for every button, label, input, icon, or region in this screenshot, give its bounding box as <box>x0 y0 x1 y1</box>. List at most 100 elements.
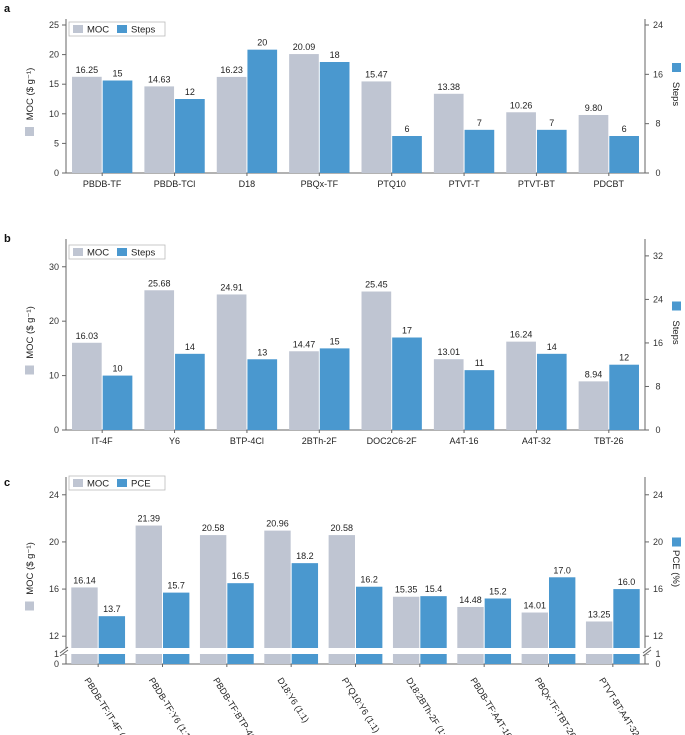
bar-steps <box>319 348 350 430</box>
data-label-steps: 15 <box>330 336 340 346</box>
category-label: TBT-26 <box>594 436 624 446</box>
bar-moc <box>264 530 291 664</box>
data-label-steps: 6 <box>622 124 627 134</box>
right-axis-swatch <box>672 537 681 547</box>
data-label-moc: 16.03 <box>76 331 99 341</box>
bar-steps <box>175 99 205 173</box>
legend: MOC PCE <box>68 475 166 491</box>
bar-steps <box>464 129 495 173</box>
axis-break-mark <box>642 649 652 657</box>
bar-moc <box>72 342 102 430</box>
right-tick-label: 1 <box>655 649 660 659</box>
data-label-moc: 8.94 <box>585 369 603 379</box>
bar-steps <box>247 359 278 430</box>
bar-steps <box>175 353 205 430</box>
bar-moc <box>216 294 247 430</box>
legend-label: PCE <box>131 479 151 490</box>
bar-moc <box>578 381 609 430</box>
bar-steps <box>247 49 278 173</box>
category-label: D18:2BTh-2F (1:1) <box>404 676 452 735</box>
category-label: PTVT-BT <box>518 179 556 189</box>
category-label: A4T-16 <box>450 436 479 446</box>
panel-letter: c <box>4 477 10 489</box>
data-label-steps: 7 <box>477 118 482 128</box>
category-label: IT-4F <box>92 436 114 446</box>
data-label-steps: 13 <box>257 347 267 357</box>
bar-moc <box>521 612 548 664</box>
left-tick-label: 20 <box>49 316 59 326</box>
bar-moc <box>144 290 175 430</box>
data-label-pce: 16.0 <box>618 577 636 587</box>
bar-steps <box>319 62 350 173</box>
legend-label: Steps <box>131 248 156 259</box>
chart-panel-a: a 0 5 10 15 20 25 0 8 16 24 MOC ($ g⁻¹) Steps 16.25 15… <box>4 3 681 189</box>
category-label: 2BTh-2F <box>302 436 338 446</box>
category-label: PBDB-TCl <box>154 179 196 189</box>
left-tick-label: 1 <box>54 649 59 659</box>
bar-pce <box>98 616 126 664</box>
data-label-pce: 15.7 <box>167 581 185 591</box>
data-label-steps: 15 <box>113 69 123 79</box>
bar-steps <box>464 370 495 430</box>
left-tick-label: 24 <box>49 490 59 500</box>
data-label-steps: 18 <box>330 50 340 60</box>
legend-swatch-moc <box>73 479 83 487</box>
data-label-steps: 12 <box>619 353 629 363</box>
legend-swatch-moc <box>73 248 83 256</box>
left-axis-label: MOC ($ g⁻¹) <box>25 542 36 595</box>
left-tick-label: 12 <box>49 631 59 641</box>
bar-moc <box>506 341 536 430</box>
data-label-moc: 9.80 <box>585 103 603 113</box>
category-label: D18 <box>239 179 256 189</box>
data-label-moc: 15.35 <box>395 585 418 595</box>
category-label: PTVT-T <box>449 179 481 189</box>
bar-moc <box>506 112 536 173</box>
right-tick-label: 0 <box>655 425 660 435</box>
left-axis-swatch <box>25 127 34 136</box>
bar-moc <box>433 359 464 430</box>
data-label-pce: 15.4 <box>425 584 443 594</box>
data-label-steps: 12 <box>185 87 195 97</box>
left-tick-label: 5 <box>54 138 59 148</box>
bar-moc <box>361 81 392 173</box>
right-tick-label: 0 <box>655 168 660 178</box>
bar-pce <box>484 598 512 664</box>
data-label-moc: 20.58 <box>202 523 225 533</box>
legend-label: MOC <box>87 25 109 36</box>
bar-steps <box>536 129 567 173</box>
right-tick-label: 24 <box>653 294 663 304</box>
data-label-moc: 20.96 <box>266 519 289 529</box>
legend-label: MOC <box>87 479 109 490</box>
data-label-moc: 20.09 <box>293 42 316 52</box>
left-tick-label: 16 <box>49 584 59 594</box>
bar-moc <box>361 291 392 430</box>
right-axis-label: Steps <box>670 82 681 107</box>
data-label-steps: 7 <box>549 118 554 128</box>
category-label: PBQx-TF <box>301 179 339 189</box>
legend-label: Steps <box>131 25 156 36</box>
category-label: Y6 <box>169 436 180 446</box>
right-tick-label: 20 <box>653 537 663 547</box>
left-axis-swatch <box>25 601 34 611</box>
data-label-moc: 13.25 <box>588 609 611 619</box>
left-tick-label: 15 <box>49 79 59 89</box>
data-label-steps: 6 <box>405 124 410 134</box>
bar-moc <box>289 54 319 173</box>
category-label: PBDB-TF:BTP-4Cl (1:1) <box>211 676 270 735</box>
data-label-moc: 14.63 <box>148 74 171 84</box>
category-label: D18:Y6 (1:1) <box>275 676 311 725</box>
legend-swatch-second <box>117 479 127 487</box>
data-label-steps: 17 <box>402 326 412 336</box>
legend: MOC Steps <box>68 21 166 37</box>
category-label: PBDB-TF <box>83 179 122 189</box>
bar-moc <box>144 86 175 173</box>
category-label: DOC2C6-2F <box>367 436 418 446</box>
data-label-moc: 20.58 <box>331 523 354 533</box>
bar-moc <box>457 606 484 664</box>
bar-moc <box>199 535 227 664</box>
data-label-moc: 25.45 <box>365 280 388 290</box>
bar-moc <box>433 93 464 173</box>
category-label: PBQx-TF:TBT-26 (1:1.2) <box>533 676 593 735</box>
left-tick-label: 25 <box>49 20 59 30</box>
